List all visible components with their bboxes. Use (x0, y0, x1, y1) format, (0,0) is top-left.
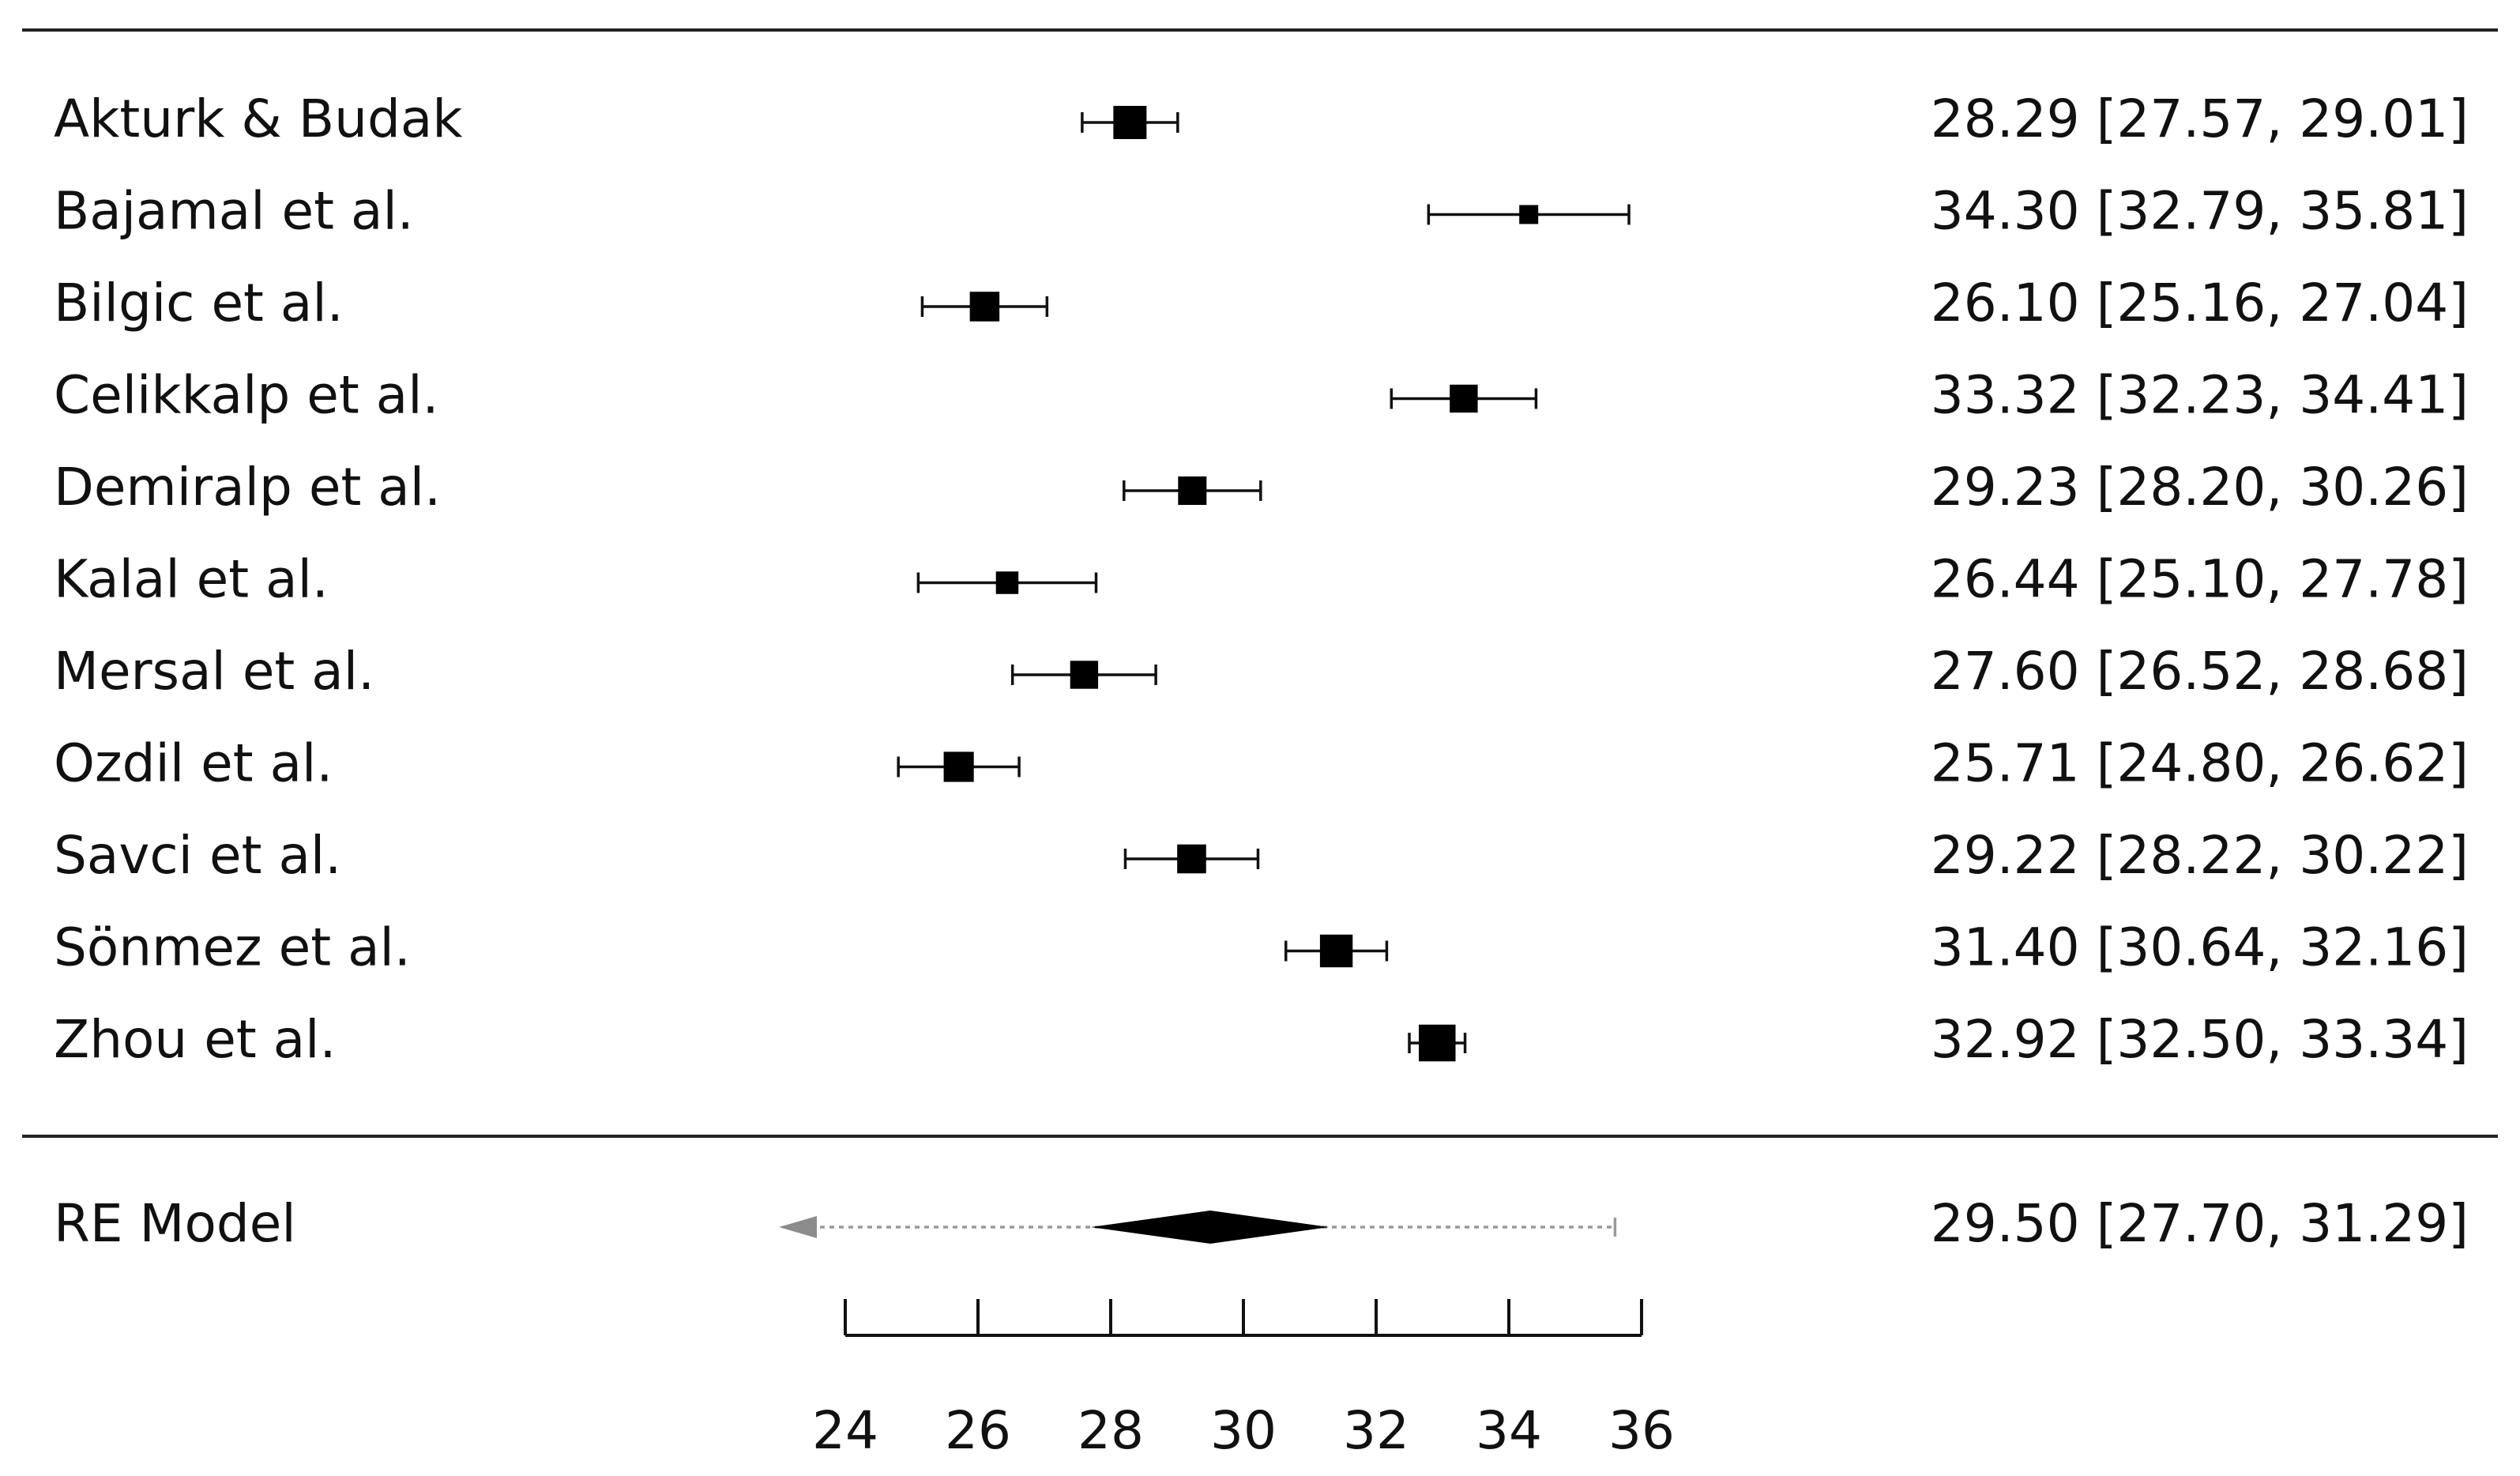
x-tick-label: 24 (812, 1400, 878, 1461)
study-label: Kalal et al. (54, 549, 329, 610)
x-tick-label: 26 (945, 1400, 1011, 1461)
effect-marker (969, 292, 1000, 322)
effect-marker (1519, 205, 1539, 224)
study-label: Zhou et al. (54, 1009, 336, 1070)
effect-marker (943, 751, 974, 782)
study-rows: Akturk & Budak 28.29 [27.57, 29.01] Bajama… (54, 88, 2469, 1070)
effect-marker (1070, 661, 1099, 689)
study-label: Akturk & Budak (54, 88, 463, 149)
effect-marker (1450, 384, 1478, 413)
effect-summary-text: 27.60 [26.52, 28.68] (1931, 641, 2469, 702)
study-row: Ozdil et al. 25.71 [24.80, 26.62] (54, 733, 2469, 794)
study-row: Mersal et al. 27.60 [26.52, 28.68] (54, 641, 2469, 702)
study-label: Bilgic et al. (54, 273, 344, 333)
effect-summary-text: 32.92 [32.50, 33.34] (1931, 1009, 2469, 1070)
study-label: Celikkalp et al. (54, 365, 439, 426)
effect-summary-text: 34.30 [32.79, 35.81] (1931, 181, 2469, 242)
study-row: Zhou et al. 32.92 [32.50, 33.34] (54, 1009, 2469, 1070)
study-row: Celikkalp et al. 33.32 [32.23, 34.41] (54, 365, 2469, 426)
summary-label: RE Model (54, 1193, 296, 1254)
effect-summary-text: 29.23 [28.20, 30.26] (1931, 457, 2469, 518)
effect-marker (1419, 1024, 1456, 1062)
study-label: Savci et al. (54, 825, 341, 886)
effect-marker (1113, 106, 1147, 139)
study-label: Ozdil et al. (54, 733, 333, 794)
effect-marker (1178, 476, 1207, 505)
study-row: Sönmez et al. 31.40 [30.64, 32.16] (54, 917, 2469, 978)
x-tick-label: 34 (1476, 1400, 1542, 1461)
summary-diamond (1090, 1211, 1330, 1244)
study-row: Demiralp et al. 29.23 [28.20, 30.26] (54, 457, 2469, 518)
x-tick-label: 36 (1608, 1400, 1675, 1461)
effect-summary-text: 26.10 [25.16, 27.04] (1931, 273, 2469, 333)
study-row: Savci et al. 29.22 [28.22, 30.22] (54, 825, 2469, 886)
study-row: Akturk & Budak 28.29 [27.57, 29.01] (54, 88, 2469, 149)
study-label: Demiralp et al. (54, 457, 441, 518)
summary-row: RE Model 29.50 [27.70, 31.29] (54, 1193, 2469, 1254)
x-axis: 24 26 28 30 32 34 36 (812, 1299, 1675, 1461)
study-row: Bajamal et al. 34.30 [32.79, 35.81] (54, 181, 2469, 242)
summary-value-text: 29.50 [27.70, 31.29] (1931, 1193, 2469, 1254)
effect-summary-text: 31.40 [30.64, 32.16] (1931, 917, 2469, 978)
effect-marker (1319, 934, 1353, 968)
x-tick-label: 32 (1343, 1400, 1409, 1461)
effect-summary-text: 33.32 [32.23, 34.41] (1931, 365, 2469, 426)
prediction-interval-arrow (779, 1216, 817, 1238)
study-label: Bajamal et al. (54, 181, 414, 242)
study-row: Bilgic et al. 26.10 [25.16, 27.04] (54, 273, 2469, 333)
x-tick-label: 30 (1210, 1400, 1277, 1461)
effect-summary-text: 29.22 [28.22, 30.22] (1931, 825, 2469, 886)
study-row: Kalal et al. 26.44 [25.10, 27.78] (54, 549, 2469, 610)
effect-summary-text: 28.29 [27.57, 29.01] (1931, 88, 2469, 149)
effect-marker (1177, 844, 1206, 874)
effect-summary-text: 26.44 [25.10, 27.78] (1931, 549, 2469, 610)
effect-marker (995, 571, 1019, 594)
effect-summary-text: 25.71 [24.80, 26.62] (1931, 733, 2469, 794)
study-label: Sönmez et al. (54, 917, 411, 978)
study-label: Mersal et al. (54, 641, 374, 702)
x-tick-label: 28 (1078, 1400, 1144, 1461)
